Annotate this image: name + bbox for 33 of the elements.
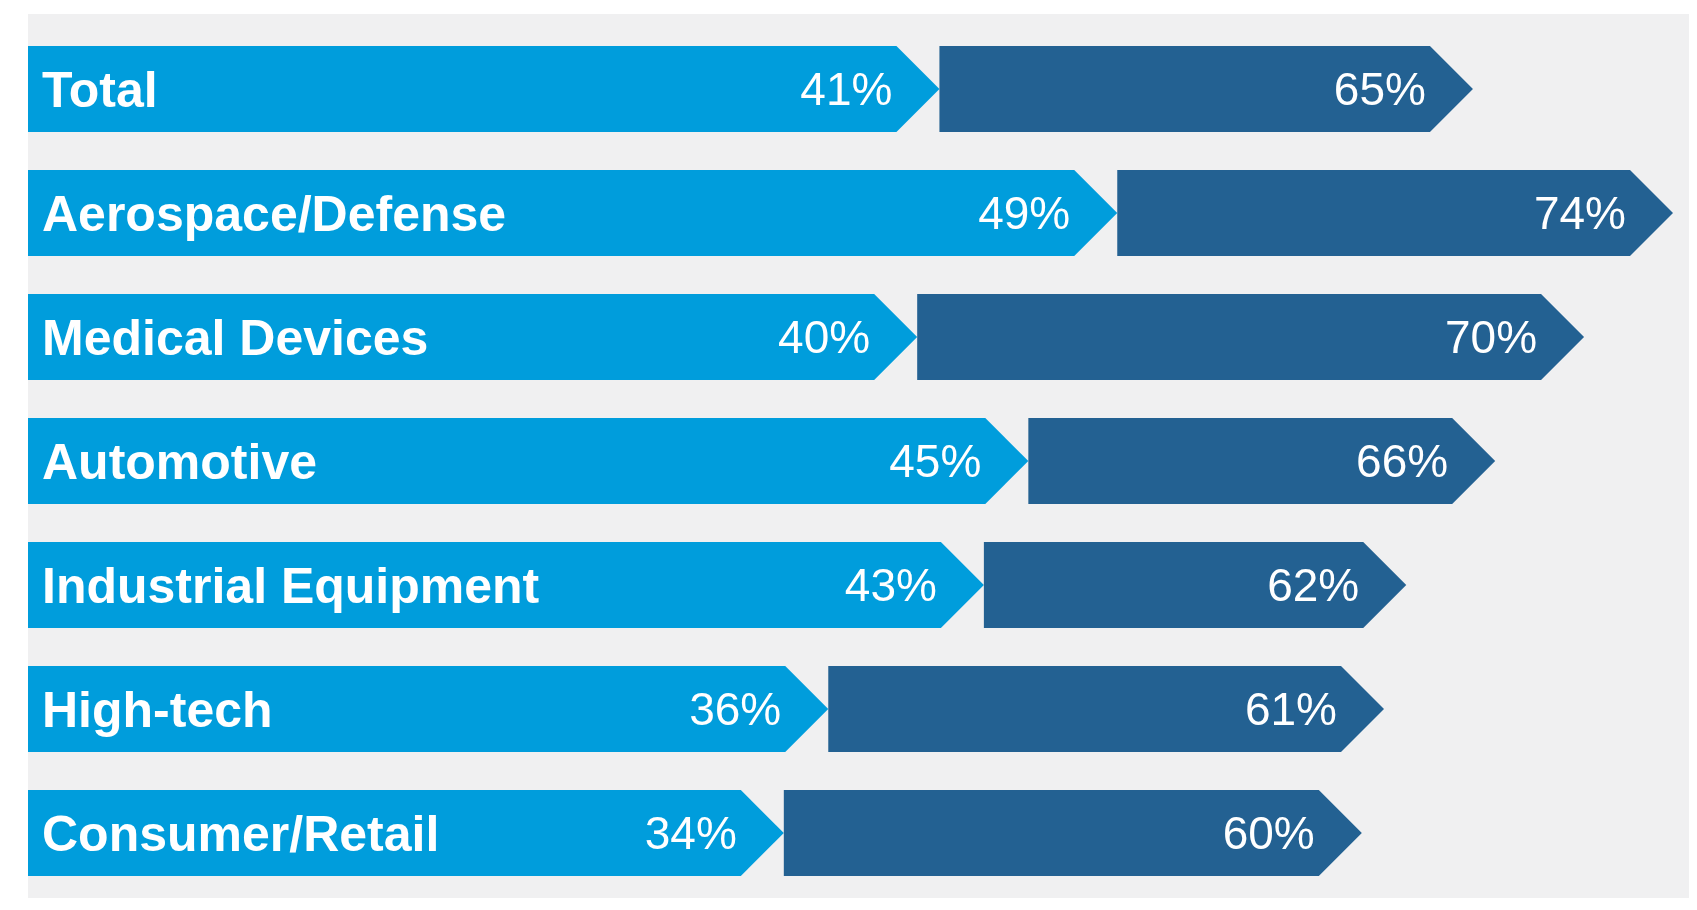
y-tick-label: Aerospace/Defense [42,185,507,242]
y-tick-label: Total [42,61,158,118]
bar [28,294,918,380]
y-tick-label: High-tech [42,681,273,738]
y-tick-label: Industrial Equipment [42,557,540,614]
bar [917,294,1585,380]
bar [28,666,829,752]
data-label: 36% [689,683,782,736]
data-label: 40% [778,311,871,364]
bar [1028,418,1496,504]
y-tick-label: Medical Devices [42,309,429,366]
bar [983,542,1407,628]
bar [939,46,1473,132]
y-tick-label: Consumer/Retail [42,805,440,862]
bar [28,46,940,132]
total-label: 60% [1222,807,1315,860]
data-label: 43% [844,559,937,612]
data-label: 34% [644,807,737,860]
total-label: 66% [1356,435,1449,488]
bar [28,418,1029,504]
total-label: 61% [1244,683,1338,736]
total-label: 62% [1267,559,1360,612]
data-label: 41% [800,63,893,116]
bar [1117,170,1673,256]
data-label: 45% [889,435,982,488]
total-label: 70% [1445,311,1538,364]
bar [783,790,1362,876]
total-label: 65% [1333,63,1426,116]
data-label: 49% [978,187,1071,240]
y-tick-label: Automotive [42,433,317,490]
total-label: 74% [1533,187,1626,240]
bar [28,170,1118,256]
bar [828,666,1385,752]
